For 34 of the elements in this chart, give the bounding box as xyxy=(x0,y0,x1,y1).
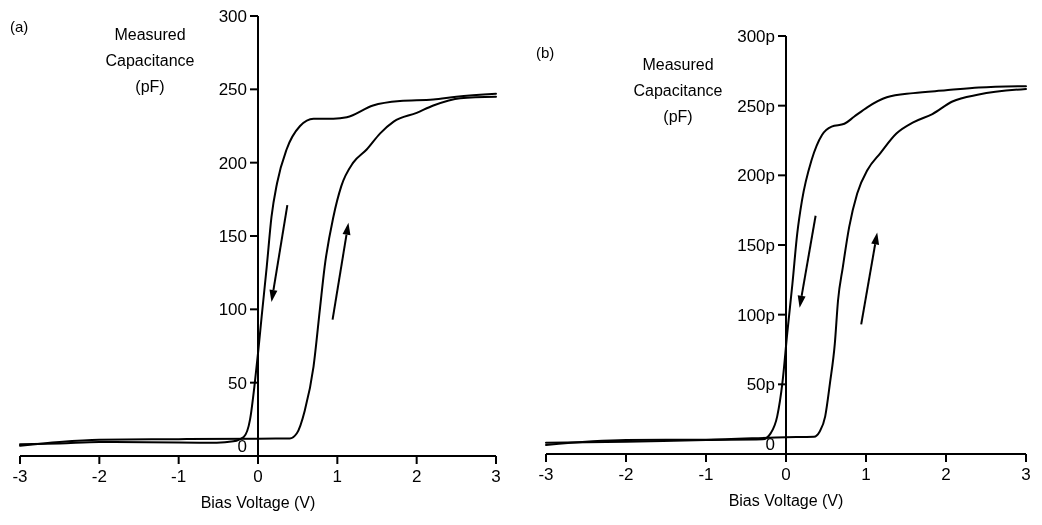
x-tick-label: 1 xyxy=(332,467,343,486)
x-tick-label: -2 xyxy=(91,467,107,486)
x-tick-label: 2 xyxy=(941,465,951,484)
x-tick-label: -3 xyxy=(12,467,28,486)
x-tick-label: -1 xyxy=(698,465,714,484)
y-tick-label: 150p xyxy=(737,236,775,255)
y-tick-label: 150 xyxy=(218,227,247,246)
y-tick-label: 250 xyxy=(218,80,247,100)
chart-title: (a) xyxy=(10,18,29,35)
x-tick-label: 3 xyxy=(1021,465,1031,484)
x-tick-label: 0 xyxy=(253,467,263,486)
y-tick-label: 50 xyxy=(228,373,247,393)
y-tick-label: 200p xyxy=(737,166,775,186)
x-tick-label: 0 xyxy=(781,465,791,484)
y-tick-label: 300p xyxy=(737,27,775,46)
y-tick-label: 200 xyxy=(218,153,247,173)
y-tick-label: 250p xyxy=(737,96,775,116)
x-tick-label: -1 xyxy=(171,467,187,486)
text: (b) xyxy=(536,44,555,61)
y-tick-label: 100 xyxy=(218,300,247,320)
y-tick-label: 0 xyxy=(237,437,247,456)
y-axis-title: Measured Capacitance (pF) xyxy=(105,26,195,95)
x-tick-label: 1 xyxy=(861,465,871,484)
x-axis-title: Bias Voltage (V) xyxy=(200,494,316,511)
y-tick-label: 100p xyxy=(737,305,775,325)
y-axis-title: Measured Capacitance (pF) xyxy=(633,56,723,125)
x-tick-label: 3 xyxy=(491,467,501,486)
x-tick-label: -3 xyxy=(538,465,554,484)
y-tick-label: 50p xyxy=(746,375,775,395)
x-tick-label: -2 xyxy=(618,465,634,484)
x-tick-label: 2 xyxy=(411,467,422,486)
y-tick-label: 0 xyxy=(765,435,775,454)
y-tick-label: 300 xyxy=(218,7,247,26)
x-axis-title: Bias Voltage (V) xyxy=(728,492,844,509)
